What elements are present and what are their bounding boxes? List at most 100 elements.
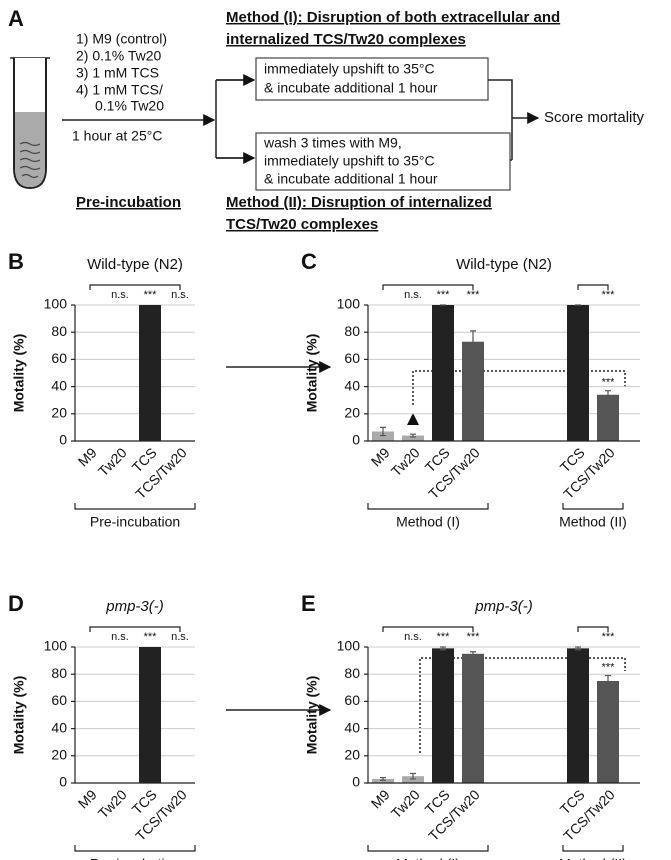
significance-bracket xyxy=(382,626,474,632)
y-tick-label: 0 xyxy=(352,432,360,448)
bar xyxy=(432,305,454,441)
method-heading: Method (I): Disruption of both extracell… xyxy=(226,9,560,26)
y-tick-label: 80 xyxy=(51,665,67,681)
y-tick-label: 40 xyxy=(344,719,360,735)
comparison-line xyxy=(412,370,626,405)
axis xyxy=(367,647,640,784)
axis xyxy=(74,647,195,784)
significance: *** xyxy=(602,631,616,643)
step: & incubate additional 1 hour xyxy=(264,171,438,187)
chart-title: Wild-type (N2) xyxy=(87,256,183,273)
group-bracket xyxy=(74,845,196,852)
bar xyxy=(402,435,424,441)
significance-bracket xyxy=(577,284,609,290)
y-tick-label: 0 xyxy=(352,774,360,790)
bar xyxy=(402,776,424,783)
error-bar xyxy=(380,776,386,781)
y-tick-label: 100 xyxy=(44,296,68,312)
step: immediately upshift to 35°C xyxy=(264,153,435,169)
step-box xyxy=(255,57,489,101)
y-tick-label: 20 xyxy=(51,747,67,763)
y-tick-label: 40 xyxy=(51,377,67,393)
chart-title: Wild-type (N2) xyxy=(456,256,552,273)
significance-bracket xyxy=(89,626,181,632)
y-tick-label: 60 xyxy=(344,692,360,708)
significance-bracket xyxy=(89,284,181,290)
bar xyxy=(372,778,394,783)
bar xyxy=(567,305,589,441)
condition: 4) 1 mM TCS/ xyxy=(76,82,163,98)
significance: *** xyxy=(467,289,481,301)
y-tick-label: 80 xyxy=(344,665,360,681)
x-tick-label: Tw20 xyxy=(388,786,423,821)
condition: 0.1% Tw20 xyxy=(95,98,164,114)
y-tick-label: 100 xyxy=(337,296,361,312)
group-label: Method (I) xyxy=(396,514,460,530)
significance: n.s. xyxy=(111,631,129,643)
error-bar xyxy=(470,330,476,354)
bar xyxy=(139,305,161,441)
error-bar xyxy=(605,390,611,400)
group-label: Pre-incubation xyxy=(90,856,180,860)
method-heading: internalized TCS/Tw20 complexes xyxy=(226,31,466,48)
y-axis-label: Motality (%) xyxy=(304,676,320,755)
bar xyxy=(462,653,484,783)
bar xyxy=(462,341,484,441)
significance: n.s. xyxy=(404,631,422,643)
group-label: Method (II) xyxy=(559,514,627,530)
y-tick-label: 60 xyxy=(344,350,360,366)
error-bar xyxy=(575,646,581,651)
preincubation: Pre-incubation xyxy=(76,194,181,211)
y-tick-label: 60 xyxy=(51,692,67,708)
comparison-line xyxy=(419,657,626,753)
panel-label: D xyxy=(8,591,24,616)
merge xyxy=(488,79,513,161)
axis xyxy=(74,305,195,442)
condition: 2) 0.1% Tw20 xyxy=(76,48,162,64)
incubation: 1 hour at 25°C xyxy=(72,128,162,144)
chart-title: pmp-3(-) xyxy=(105,598,164,615)
x-tick-label: Tw20 xyxy=(388,444,423,479)
y-tick-label: 0 xyxy=(59,774,67,790)
panel-a: A 1) M9 (control) 2) 0.1% Tw20 3) 1 mM T… xyxy=(8,6,645,233)
significance-bracket xyxy=(577,626,609,632)
significance: n.s. xyxy=(171,631,189,643)
significance: n.s. xyxy=(404,289,422,301)
y-tick-label: 80 xyxy=(51,323,67,339)
bar-label: *** xyxy=(602,661,616,673)
panel-label: C xyxy=(301,249,317,274)
bar xyxy=(597,681,619,783)
axis xyxy=(367,305,640,442)
y-tick-label: 40 xyxy=(51,719,67,735)
y-tick-label: 60 xyxy=(51,350,67,366)
y-axis-label: Motality (%) xyxy=(304,334,320,413)
x-tick-label: Tw20 xyxy=(95,444,130,479)
y-tick-label: 40 xyxy=(344,377,360,393)
y-tick-label: 20 xyxy=(344,747,360,763)
error-bar xyxy=(410,772,416,780)
significance: *** xyxy=(437,631,451,643)
group-bracket xyxy=(562,845,624,852)
group-bracket xyxy=(367,503,489,510)
significance: *** xyxy=(602,289,616,301)
worms xyxy=(19,141,41,179)
outcome: Score mortality xyxy=(544,109,645,126)
significance-bracket xyxy=(382,284,474,290)
panel-label: A xyxy=(8,6,24,31)
significance: *** xyxy=(144,631,158,643)
condition: 1) M9 (control) xyxy=(76,31,167,47)
step: wash 3 times with M9, xyxy=(263,135,402,151)
method-heading: Method (II): Disruption of internalized xyxy=(226,194,492,211)
panel-label: B xyxy=(8,249,24,274)
y-tick-label: 20 xyxy=(344,405,360,421)
group-label: Method (I) xyxy=(396,856,460,860)
significance: *** xyxy=(144,289,158,301)
method-heading: TCS/Tw20 complexes xyxy=(226,216,378,233)
significance: *** xyxy=(437,289,451,301)
significance: *** xyxy=(467,631,481,643)
group-bracket xyxy=(74,503,196,510)
panel-label: E xyxy=(301,591,316,616)
group-bracket xyxy=(562,503,624,510)
branch xyxy=(215,79,250,159)
